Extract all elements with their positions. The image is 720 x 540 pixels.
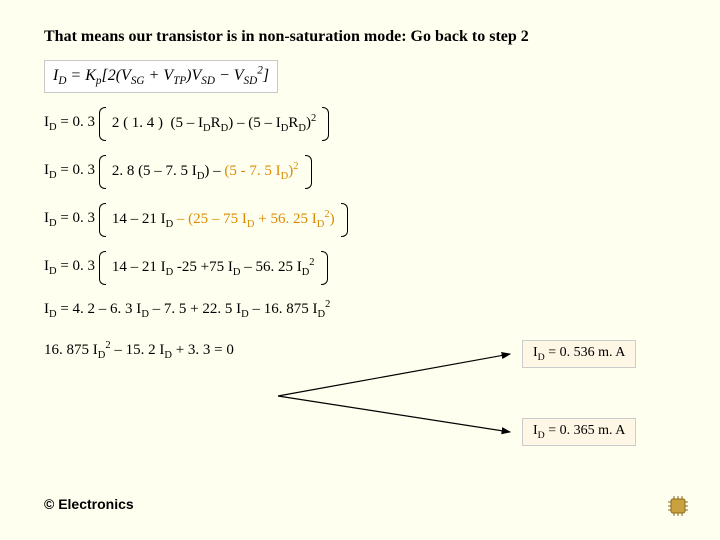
- result-box-1: ID = 0. 536 m. A: [522, 340, 636, 368]
- chip-icon: [664, 494, 692, 518]
- formula-text: ID = Kp[2(VSG + VTP)VSD − VSD2]: [53, 67, 269, 84]
- equation-4: ID = 0. 3 14 – 21 ID -25 +75 ID – 56. 25…: [44, 251, 676, 285]
- equation-5: ID = 4. 2 – 6. 3 ID – 7. 5 + 22. 5 ID – …: [44, 299, 676, 320]
- equation-2: ID = 0. 3 2. 8 (5 – 7. 5 ID) – (5 - 7. 5…: [44, 155, 676, 189]
- equation-3: ID = 0. 3 14 – 21 ID – (25 – 75 ID + 56.…: [44, 203, 676, 237]
- result-box-2: ID = 0. 365 m. A: [522, 418, 636, 446]
- formula-image-box: ID = Kp[2(VSG + VTP)VSD − VSD2]: [44, 60, 278, 93]
- slide-heading: That means our transistor is in non-satu…: [44, 28, 676, 46]
- equation-1: ID = 0. 3 2 ( 1. 4 ) (5 – IDRD) – (5 – I…: [44, 107, 676, 141]
- footer-copyright: © Electronics: [44, 496, 134, 512]
